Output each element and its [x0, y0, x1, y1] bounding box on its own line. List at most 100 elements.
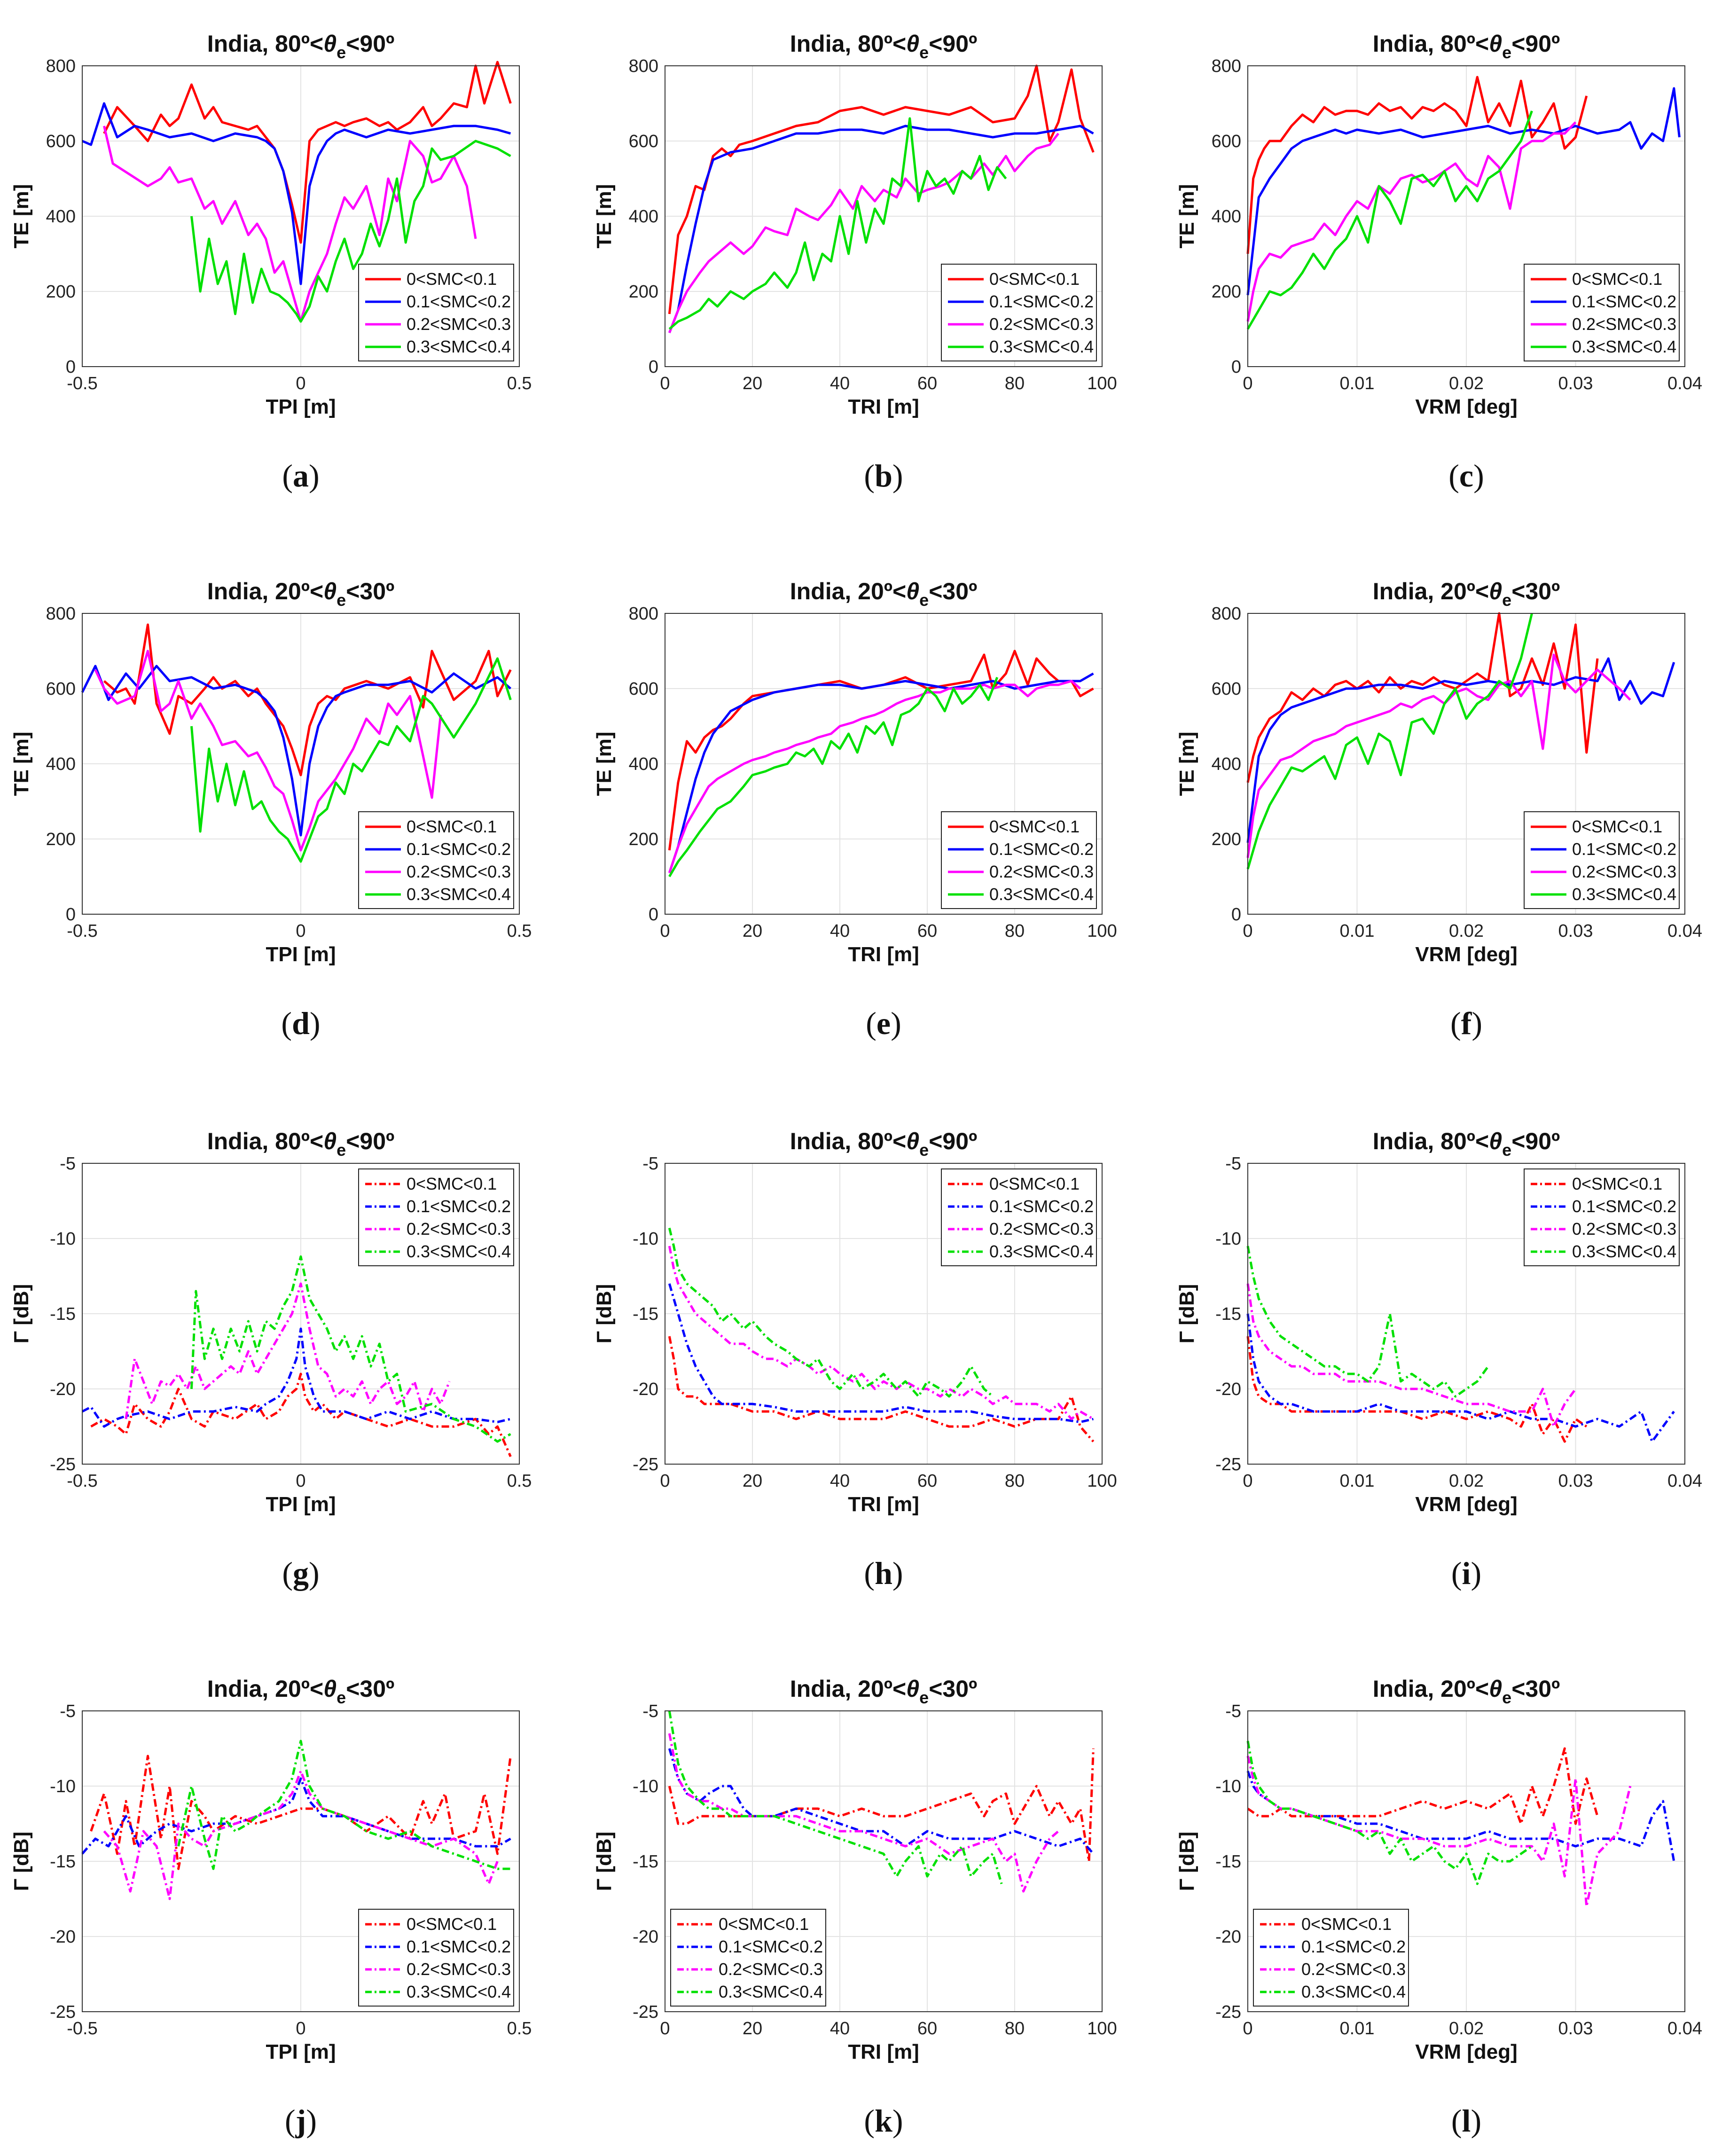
- series-line-1: [668, 1336, 1095, 1443]
- y-tick-label: 200: [46, 282, 76, 302]
- series-line-4: [668, 1710, 1003, 1884]
- x-tick-label: 0.5: [507, 374, 532, 393]
- axes-frame: [665, 65, 1103, 367]
- axes-frame: [82, 613, 520, 915]
- x-tick-label: 60: [917, 1471, 937, 1491]
- legend-label: 0.2<SMC<0.3: [407, 314, 511, 334]
- y-tick-label: 0: [66, 357, 76, 377]
- series-line-3: [668, 1246, 1094, 1420]
- legend-label: 0<SMC<0.1: [407, 269, 497, 289]
- x-tick-label: 80: [1005, 1471, 1025, 1491]
- x-tick-label: 100: [1087, 374, 1117, 393]
- x-tick-label: -0.5: [67, 921, 97, 941]
- legend-label: 0.1<SMC<0.2: [407, 1197, 511, 1216]
- legend-label: 0<SMC<0.1: [989, 817, 1080, 836]
- x-tick-label: 0.03: [1558, 921, 1593, 941]
- x-tick-label: 0.01: [1340, 374, 1375, 393]
- x-tick-label: 0.5: [507, 1471, 532, 1491]
- legend: 0<SMC<0.1 0.1<SMC<0.2 0.2<SMC<0.3 0.3<SMC<0…: [941, 811, 1097, 909]
- legend-label: 0<SMC<0.1: [1572, 1174, 1662, 1193]
- x-tick-label: 100: [1087, 1471, 1117, 1491]
- y-tick-label: -15: [50, 1852, 76, 1872]
- y-tick-label: -20: [50, 1380, 76, 1399]
- axes-frame: [1247, 1163, 1685, 1465]
- legend-label: 0.3<SMC<0.4: [719, 1982, 823, 2001]
- series-line-1: [1246, 76, 1588, 254]
- x-tick-label: 0: [1243, 1471, 1252, 1491]
- x-tick-label: 0.02: [1449, 921, 1484, 941]
- y-tick-label: 0: [1231, 905, 1241, 925]
- y-tick-label: 600: [1212, 132, 1241, 151]
- legend-label: 0.2<SMC<0.3: [989, 1219, 1094, 1239]
- series-line-4: [1246, 1740, 1533, 1885]
- x-tick-label: 40: [830, 921, 850, 941]
- x-tick-label: 0: [296, 374, 305, 393]
- axes-frame: [1247, 1710, 1685, 2012]
- chart-panel-k: 0 20 40 60 80 100 -25 -20 -15 -10 -5 India, 20º<θe<…: [593, 1676, 1117, 2139]
- y-tick-label: -20: [1215, 1380, 1241, 1399]
- y-tick-label: 400: [46, 207, 76, 227]
- x-tick-label: 20: [743, 921, 762, 941]
- axes-frame: [665, 1163, 1103, 1465]
- y-tick-label: 400: [629, 207, 658, 227]
- series-line-1: [1246, 612, 1599, 783]
- y-tick-label: 0: [649, 905, 658, 925]
- panel-title: India, 80º<θe<90º: [1373, 1128, 1560, 1160]
- x-axis-label: TRI [m]: [848, 943, 919, 966]
- y-tick-label: -25: [50, 2002, 76, 2022]
- legend-label: 0<SMC<0.1: [989, 269, 1080, 289]
- series-line-2: [82, 102, 511, 285]
- chart-panel-j: -0.5 0 0.5 -25 -20 -15 -10 -5 India, 20º<θe<30º T…: [10, 1676, 532, 2139]
- x-tick-label: 0: [660, 921, 670, 941]
- series-line-3: [1246, 121, 1577, 322]
- x-tick-label: 0: [1243, 374, 1252, 393]
- legend-label: 0<SMC<0.1: [1301, 1914, 1392, 1934]
- x-tick-label: 0: [296, 2019, 305, 2038]
- y-tick-label: -15: [633, 1852, 658, 1872]
- x-tick-label: -0.5: [67, 374, 97, 393]
- chart-panel-l: 0 0.01 0.02 0.03 0.04 -25 -20 -15 -10 -5 India, 20…: [1175, 1676, 1702, 2139]
- series-line-2: [668, 1283, 1094, 1423]
- legend-label: 0.2<SMC<0.3: [407, 1219, 511, 1239]
- panel-title: India, 20º<θe<30º: [207, 1676, 395, 1707]
- legend-label: 0.1<SMC<0.2: [1572, 1197, 1676, 1216]
- series-line-4: [668, 677, 999, 878]
- y-tick-label: -10: [633, 1229, 658, 1249]
- y-axis-label: TE [m]: [593, 184, 616, 249]
- x-tick-label: 0.5: [507, 921, 532, 941]
- legend-label: 0.3<SMC<0.4: [1301, 1982, 1406, 2001]
- x-tick-label: 0.02: [1449, 2019, 1484, 2038]
- panel-title: India, 20º<θe<30º: [207, 578, 395, 610]
- x-axis-label: VRM [deg]: [1415, 1493, 1518, 1516]
- series-line-3: [94, 650, 442, 852]
- legend: 0<SMC<0.1 0.1<SMC<0.2 0.2<SMC<0.3 0.3<SMC<0…: [670, 1909, 826, 2007]
- y-tick-label: -10: [633, 1777, 658, 1796]
- legend-label: 0.2<SMC<0.3: [1572, 862, 1676, 881]
- legend-label: 0.3<SMC<0.4: [1572, 337, 1676, 356]
- x-tick-label: 0.03: [1558, 2019, 1593, 2038]
- series-line-4: [1246, 110, 1533, 330]
- x-tick-label: 0: [1243, 921, 1252, 941]
- legend: 0<SMC<0.1 0.1<SMC<0.2 0.2<SMC<0.3 0.3<SMC<0…: [358, 264, 514, 361]
- series-line-4: [668, 117, 1007, 330]
- chart-panel-b: 0 20 40 60 80 100 0 200 400 600 800 India, 80º<θe<9…: [593, 31, 1117, 494]
- series-line-3: [1246, 653, 1631, 858]
- panel-title: India, 80º<θe<90º: [790, 31, 978, 62]
- y-axis-label: Γ [dB]: [1175, 1832, 1198, 1891]
- y-tick-label: -5: [60, 1701, 76, 1721]
- series-line-3: [668, 680, 1081, 873]
- y-tick-label: 0: [649, 357, 658, 377]
- x-tick-label: 0: [660, 2019, 670, 2038]
- y-tick-label: -25: [633, 1455, 658, 1474]
- x-axis-label: TPI [m]: [266, 395, 336, 418]
- legend: 0<SMC<0.1 0.1<SMC<0.2 0.2<SMC<0.3 0.3<SMC<0…: [358, 811, 514, 909]
- chart-panel-h: 0 20 40 60 80 100 -25 -20 -15 -10 -5 India, 80º<θe<…: [593, 1128, 1117, 1591]
- panel-title: India, 20º<θe<30º: [1373, 578, 1560, 610]
- legend-label: 0.1<SMC<0.2: [407, 839, 511, 859]
- legend-label: 0.2<SMC<0.3: [407, 1960, 511, 1979]
- y-tick-label: 0: [1231, 357, 1241, 377]
- x-tick-label: 0: [660, 1471, 670, 1491]
- y-axis-label: Γ [dB]: [10, 1284, 33, 1344]
- legend-label: 0.3<SMC<0.4: [407, 337, 511, 356]
